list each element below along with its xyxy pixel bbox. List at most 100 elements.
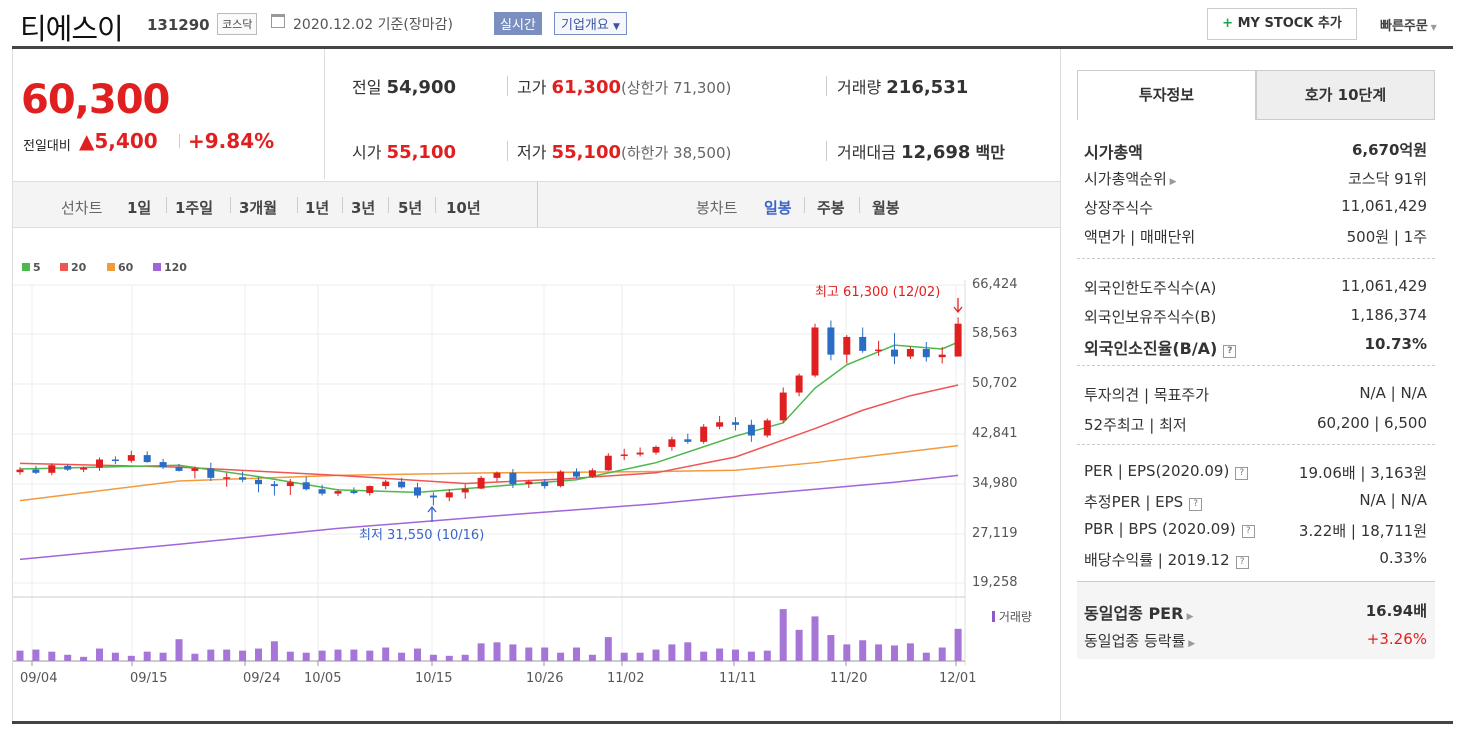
candle-body	[636, 452, 644, 455]
market-badge: 코스닥	[217, 13, 258, 35]
volume-bar	[906, 643, 914, 661]
chevron-right-icon: ▶	[1185, 638, 1196, 649]
volume-bar	[509, 644, 517, 661]
volume-bar	[827, 635, 835, 661]
divider	[230, 197, 231, 213]
realtime-button[interactable]: 실시간	[494, 12, 542, 35]
period-1y[interactable]: 1년	[305, 199, 330, 217]
ma-line-5	[19, 341, 959, 494]
info-key: 시가총액	[1084, 143, 1143, 162]
help-icon[interactable]: ?	[1241, 525, 1255, 538]
divider	[537, 182, 538, 227]
change-label: 전일대비	[23, 139, 71, 154]
volume-bar	[875, 644, 883, 661]
chevron-right-icon: ▶	[1183, 612, 1194, 622]
info-key: 외국인한도주식수(A)	[1084, 279, 1217, 297]
label: 전일	[352, 78, 382, 97]
label: 고가	[517, 78, 547, 97]
info-value: 6,670억원	[1351, 141, 1427, 159]
candle-body	[461, 488, 469, 493]
help-icon[interactable]: ?	[1235, 467, 1249, 480]
volume-bar	[175, 639, 183, 661]
period-3m[interactable]: 3개월	[239, 199, 278, 217]
y-tick: 19,258	[972, 575, 1018, 590]
volume-bar	[429, 654, 437, 661]
down-arrow-icon	[953, 298, 963, 314]
tab-orderbook[interactable]: 호가 10단계	[1256, 70, 1435, 120]
info-row[interactable]: 시가총액순위 ▶ 코스닥 91위	[1077, 162, 1435, 192]
candle-body	[270, 484, 278, 487]
x-tick: 11/11	[719, 671, 757, 686]
info-key: 배당수익률 | 2019.12?	[1084, 549, 1249, 570]
company-overview-dropdown[interactable]: 기업개요 ▼	[554, 12, 627, 35]
volume-bar	[239, 650, 247, 661]
candle-chart-label: 봉차트	[696, 199, 738, 217]
low: 저가 55,100(하한가 38,500)	[517, 139, 731, 163]
divider	[804, 197, 805, 213]
legend-label: 60	[118, 261, 134, 274]
period-1d[interactable]: 1일	[127, 199, 152, 217]
help-icon[interactable]: ?	[1189, 498, 1203, 511]
info-row[interactable]: 동일업종 PER ▶ 16.94배	[1077, 594, 1435, 624]
quick-order-button[interactable]: 빠른주문 ▼	[1380, 15, 1437, 34]
volume-bar	[80, 656, 88, 661]
price-chart[interactable]	[0, 0, 1060, 721]
info-value: +3.26%	[1366, 629, 1427, 648]
candle-body	[938, 354, 946, 358]
price-change-rate: +9.84%	[179, 129, 274, 153]
label: 저가	[517, 143, 547, 162]
volume-bar	[811, 616, 819, 661]
volume-legend: 거래량	[992, 608, 1032, 625]
candle-body	[382, 481, 390, 487]
volume-bar	[127, 655, 135, 661]
period-3y[interactable]: 3년	[351, 199, 376, 217]
x-tick: 11/20	[830, 671, 868, 686]
volume-bar	[302, 652, 310, 661]
candle-body	[891, 349, 898, 357]
period-10y[interactable]: 10년	[446, 199, 481, 217]
current-price: 60,300	[21, 77, 170, 123]
ma-legend-5: 5	[22, 261, 41, 274]
info-row: 배당수익률 | 2019.12? 0.33%	[1077, 543, 1435, 573]
tab-invest-info[interactable]: 투자정보	[1077, 70, 1256, 120]
candle-body	[779, 392, 787, 421]
industry-box	[1077, 581, 1435, 659]
volume-bar	[620, 652, 628, 661]
candle-body	[255, 479, 262, 485]
info-value: 60,200 | 6,500	[1316, 413, 1427, 432]
volume-bar	[573, 647, 580, 661]
open: 시가 55,100	[352, 139, 456, 163]
info-key: 외국인보유주식수(B)	[1084, 308, 1217, 326]
legend-label: 20	[71, 261, 87, 274]
help-icon[interactable]: ?	[1223, 345, 1237, 358]
mystock-label: MY STOCK 추가	[1237, 16, 1342, 31]
period-1w[interactable]: 1주일	[175, 199, 214, 217]
volume-bar	[763, 650, 771, 661]
period-daily[interactable]: 일봉	[764, 199, 792, 217]
value: 12,698	[900, 142, 971, 163]
y-tick: 50,702	[972, 376, 1018, 391]
candle-body	[111, 459, 119, 462]
candle-body	[16, 469, 24, 473]
y-tick: 34,980	[972, 476, 1018, 491]
volume-bar	[652, 649, 660, 661]
quick-order-label: 빠른주문	[1380, 19, 1428, 34]
price-change: ▲5,400	[79, 129, 158, 153]
help-icon[interactable]: ?	[1235, 556, 1249, 569]
volume-bar	[382, 647, 390, 661]
info-key: 동일업종 등락률 ▶	[1084, 631, 1196, 650]
info-key: PER | EPS(2020.09)?	[1084, 462, 1249, 480]
volume-swatch	[992, 611, 995, 622]
chevron-right-icon: ▶	[1166, 177, 1177, 187]
info-row[interactable]: 동일업종 등락률 ▶ +3.26%	[1077, 624, 1435, 654]
period-weekly[interactable]: 주봉	[817, 199, 845, 217]
mystock-add-button[interactable]: + MY STOCK 추가	[1207, 8, 1357, 40]
period-5y[interactable]: 5년	[398, 199, 423, 217]
candle-body	[286, 482, 294, 487]
volume-bar	[48, 651, 56, 661]
info-key: 투자의견 | 목표주가	[1084, 386, 1209, 404]
period-monthly[interactable]: 월봉	[872, 199, 900, 217]
info-value: 3.22배 | 18,711원	[1298, 522, 1427, 540]
candle-body	[207, 468, 215, 478]
info-row: 외국인보유주식수(B) 1,186,374	[1077, 300, 1435, 330]
